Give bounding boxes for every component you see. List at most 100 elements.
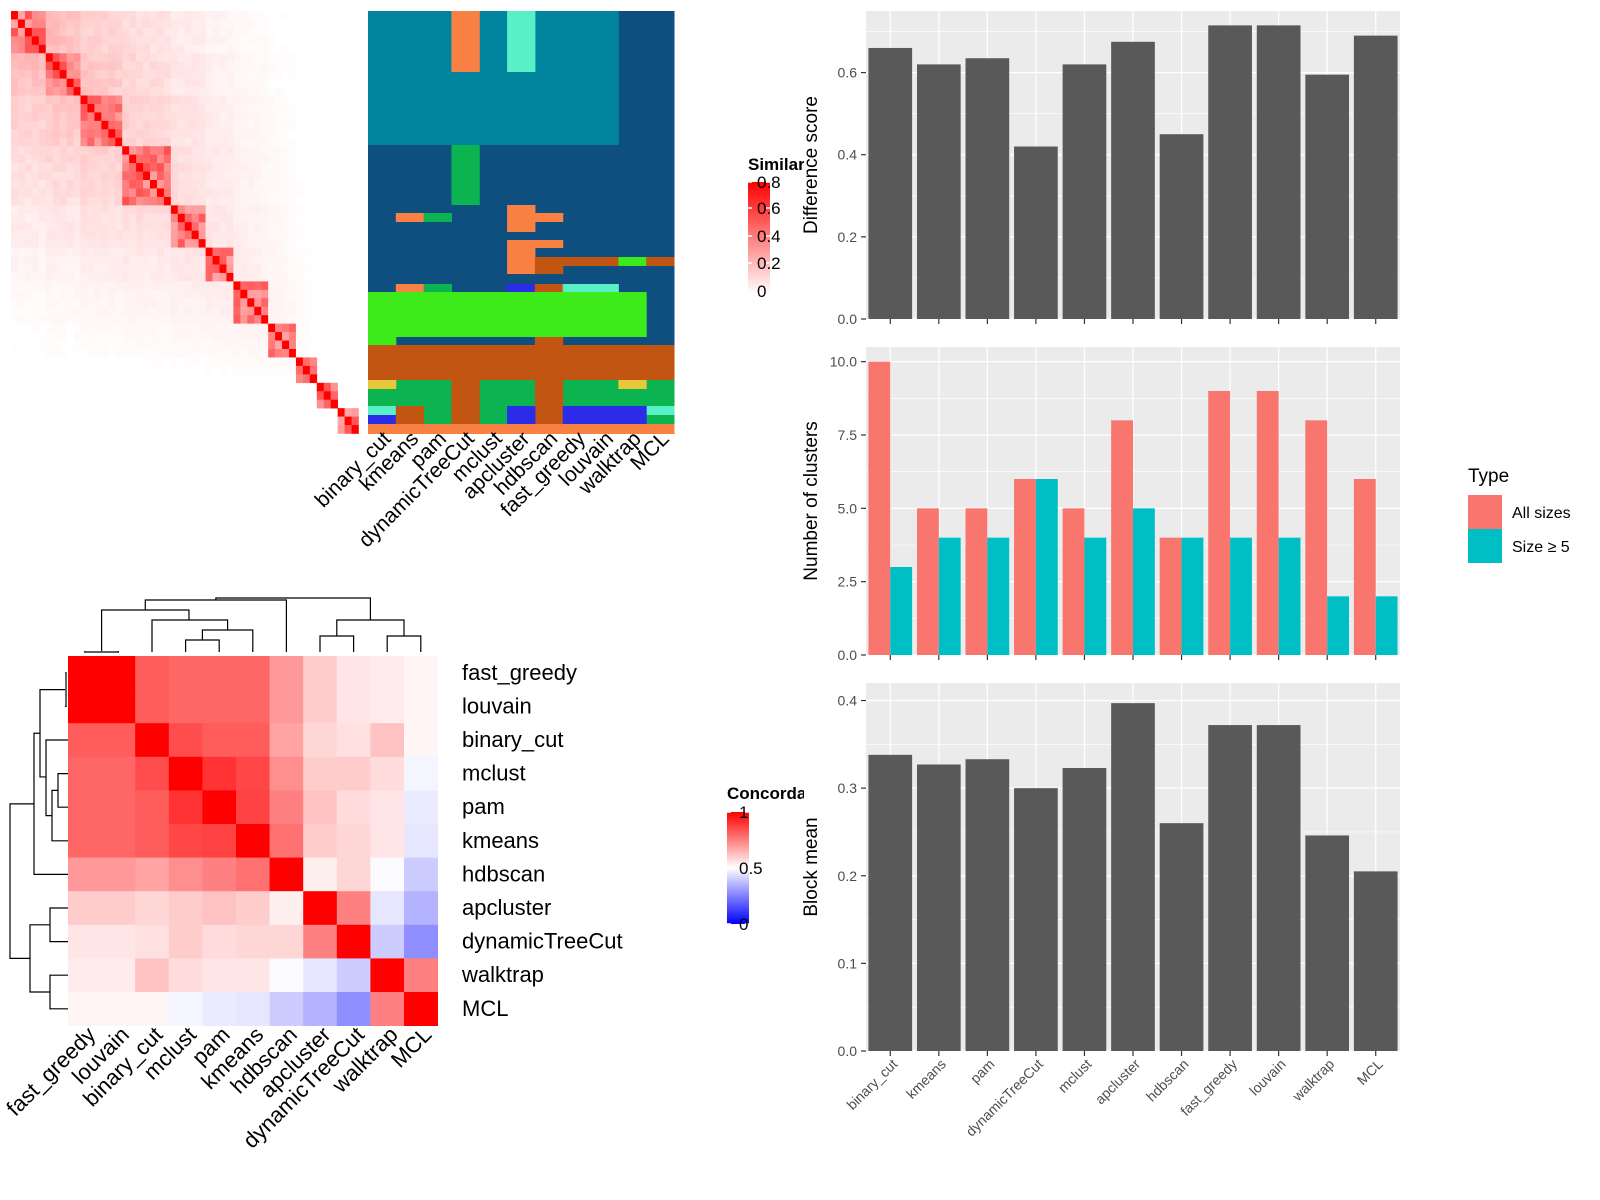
similarity-cell — [226, 120, 234, 130]
similarity-cell — [94, 247, 102, 257]
similarity-cell — [156, 256, 165, 265]
similarity-cell — [268, 281, 276, 291]
similarity-cell — [205, 36, 213, 46]
similarity-cell — [94, 256, 102, 265]
bar — [1256, 25, 1301, 320]
similarity-cell — [31, 163, 40, 172]
concordance-cell — [269, 723, 304, 758]
similarity-cell — [198, 154, 206, 164]
similarity-cell — [31, 281, 40, 291]
similarity-cell — [94, 19, 102, 29]
similarity-cell — [254, 365, 262, 375]
similarity-cell — [163, 87, 172, 96]
similarity-cell — [163, 289, 172, 299]
similarity-cell — [150, 19, 158, 29]
similarity-cell — [295, 298, 304, 308]
similarity-cell — [219, 264, 227, 274]
concordance-cell — [68, 891, 102, 926]
similarity-cell — [198, 180, 206, 189]
similarity-cell — [143, 205, 151, 215]
similarity-cell — [282, 272, 290, 282]
similarity-cell — [226, 163, 234, 172]
similarity-cell — [73, 112, 81, 122]
similarity-cell — [17, 61, 26, 71]
similarity-cell — [247, 137, 255, 147]
similarity-cell — [233, 213, 241, 223]
similarity-cell — [150, 205, 158, 215]
similarity-cell — [11, 315, 19, 324]
similarity-cell — [156, 332, 165, 341]
similarity-cell — [302, 365, 311, 375]
similarity-cell — [205, 44, 213, 54]
similarity-cell — [24, 78, 33, 88]
similarity-cell — [73, 120, 81, 130]
similarity-cell — [45, 95, 53, 105]
similarity-cell — [275, 146, 283, 155]
similarity-cell — [101, 349, 109, 358]
similarity-cell — [156, 11, 165, 20]
similarity-cell — [205, 365, 213, 375]
similarity-cell — [101, 222, 109, 231]
concordance-cell — [370, 824, 405, 858]
similarity-cell — [191, 53, 199, 62]
similarity-cell — [52, 298, 60, 308]
similarity-cell — [80, 11, 88, 20]
similarity-cell — [191, 315, 199, 324]
similarity-cell — [191, 323, 199, 333]
similarity-cell — [163, 137, 172, 147]
similarity-cell — [108, 289, 116, 299]
similarity-cell — [191, 27, 199, 37]
similarity-cell — [80, 196, 88, 206]
similarity-cell — [136, 315, 144, 324]
similarity-cell — [80, 112, 88, 122]
similarity-cell — [261, 120, 269, 130]
similarity-cell — [177, 171, 186, 181]
similarity-cell — [268, 87, 276, 96]
similarity-cell — [191, 146, 199, 155]
similarity-cell — [143, 213, 151, 223]
similarity-cell — [268, 163, 276, 172]
similarity-cell — [254, 61, 262, 71]
similarity-cell — [17, 196, 26, 206]
concordance-row-label: mclust — [462, 761, 526, 786]
similarity-cell — [247, 27, 255, 37]
concordance-cell — [404, 924, 438, 959]
similarity-cell — [80, 103, 88, 113]
similarity-cell — [66, 289, 74, 299]
similarity-cell — [115, 112, 123, 122]
similarity-cell — [87, 247, 95, 257]
similarity-cell — [87, 239, 95, 248]
similarity-cell — [52, 137, 60, 147]
similarity-cell — [275, 180, 283, 189]
similarity-cell — [45, 171, 53, 181]
similarity-cell — [31, 196, 40, 206]
similarity-cell — [198, 239, 206, 248]
similarity-cell — [143, 87, 151, 96]
similarity-cell — [170, 349, 179, 358]
similarity-cell — [136, 264, 144, 274]
concordance-cell — [202, 958, 237, 993]
similarity-cell — [337, 416, 345, 426]
similarity-cell — [226, 78, 234, 88]
similarity-cell — [156, 264, 165, 274]
similarity-cell — [198, 247, 206, 257]
similarity-cell — [198, 44, 206, 54]
similarity-cell — [143, 349, 151, 358]
concordance-cell — [236, 958, 270, 993]
similarity-cell — [52, 95, 60, 105]
similarity-cell — [66, 247, 74, 257]
similarity-cell — [198, 272, 206, 282]
similarity-cell — [87, 222, 95, 231]
similarity-cell — [219, 78, 227, 88]
similarity-cell — [31, 264, 40, 274]
similarity-cell — [38, 137, 47, 147]
membership-block — [507, 205, 536, 232]
similarity-cell — [261, 239, 269, 248]
concordance-cell — [236, 756, 270, 791]
dendrogram-branch — [51, 789, 68, 842]
similarity-cell — [261, 87, 269, 96]
similarity-cell — [94, 44, 102, 54]
similarity-cell — [177, 264, 186, 274]
similarity-cell — [219, 87, 227, 96]
membership-column-labels: binary_cutkmeanspamdynamicTreeCutmclusta… — [311, 427, 674, 552]
